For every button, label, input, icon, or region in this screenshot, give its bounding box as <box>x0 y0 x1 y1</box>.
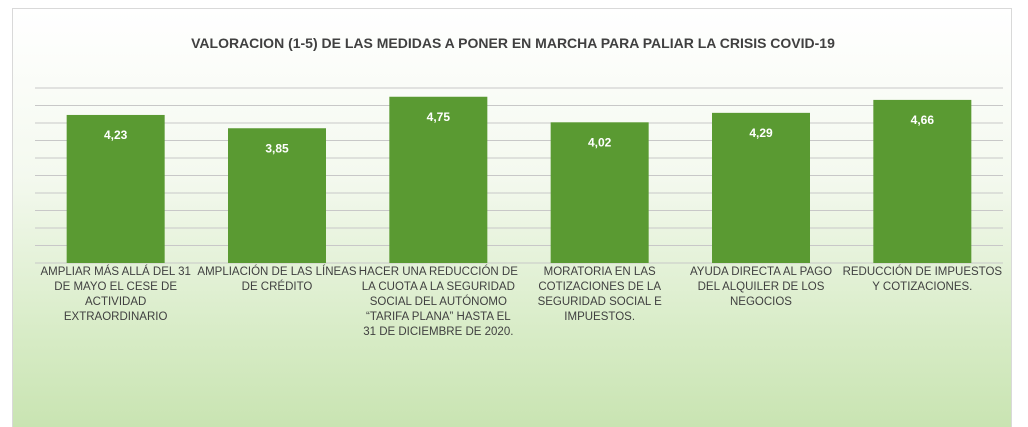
data-label: 4,75 <box>427 110 451 124</box>
x-tick-label: AMPLIAR MÁS ALLÁ DEL 31 DE MAYO EL CESE … <box>40 266 191 323</box>
x-tick-label: REDUCCIÓN DE IMPUESTOS Y COTIZACIONES. <box>842 266 1003 293</box>
data-label: 4,29 <box>749 126 773 140</box>
x-tick-label: AMPLIACIÓN DE LAS LÍNEAS DE CRÉDITO <box>197 266 357 293</box>
bar <box>873 99 972 264</box>
bar <box>389 96 488 263</box>
bar <box>712 112 810 263</box>
data-label: 4,66 <box>911 113 935 127</box>
chart-frame: VALORACION (1-5) DE LAS MEDIDAS A PONER … <box>12 8 1012 427</box>
x-tick-label: AYUDA DIRECTA AL PAGO DEL ALQUILER DE LO… <box>689 266 833 308</box>
data-label: 4,23 <box>104 128 128 142</box>
data-label: 3,85 <box>265 141 289 155</box>
x-tick-label: HACER UNA REDUCCIÓN DE LA CUOTA A LA SEG… <box>358 266 518 338</box>
chart: 4,23 3,85 4,75 4,02 4,29 4,66 <box>35 87 1003 264</box>
bar <box>550 122 649 263</box>
bar <box>228 128 326 263</box>
x-tick-label: MORATORIA EN LAS COTIZACIONES DE LA SEGU… <box>537 266 662 323</box>
bar <box>66 114 165 263</box>
chart-title: VALORACION (1-5) DE LAS MEDIDAS A PONER … <box>191 35 835 51</box>
data-label: 4,02 <box>588 135 612 149</box>
